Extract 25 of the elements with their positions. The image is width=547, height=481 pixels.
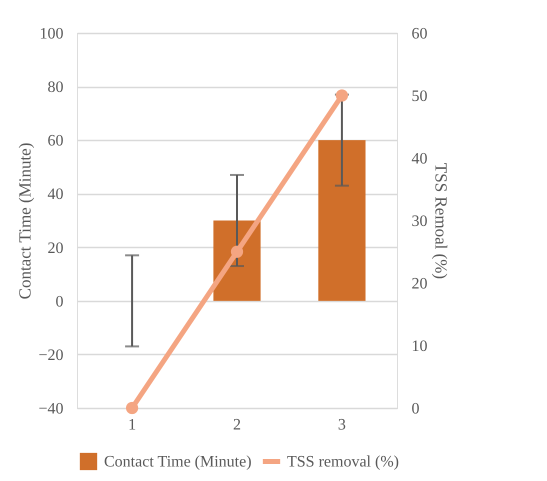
point [336, 89, 348, 102]
y2-tick-label: 30 [412, 213, 428, 230]
y2-tick-label: 10 [412, 338, 428, 355]
y2-axis-title: TSS Remoal (%) [432, 162, 450, 280]
y-tick-label: −40 [38, 400, 64, 418]
x-tick-label: 3 [338, 416, 346, 434]
y-tick-label: 20 [48, 240, 64, 257]
y2-tick-label: 50 [412, 88, 428, 105]
y-axis-title: Contact Time (Minute) [15, 142, 34, 300]
legend-label: Contact Time (Minute) [104, 454, 252, 470]
y2-tick-label: 20 [412, 276, 428, 292]
y-tick-label: −20 [38, 346, 64, 364]
y-tick-label: 60 [48, 132, 64, 150]
x-tick-label: 2 [233, 416, 241, 434]
y-tick-label: 80 [48, 79, 64, 96]
legend-label: TSS removal (%) [287, 454, 399, 470]
y-tick-label: 0 [56, 293, 64, 310]
y2-tick-label: 0 [412, 400, 420, 418]
y2-tick-label: 60 [412, 26, 428, 42]
y-tick-label: 40 [48, 186, 64, 204]
point [230, 246, 244, 258]
x-tick-label: 1 [128, 416, 136, 434]
point [126, 402, 138, 414]
y2-tick-label: 40 [412, 150, 428, 168]
y-tick-label: 100 [40, 26, 64, 42]
